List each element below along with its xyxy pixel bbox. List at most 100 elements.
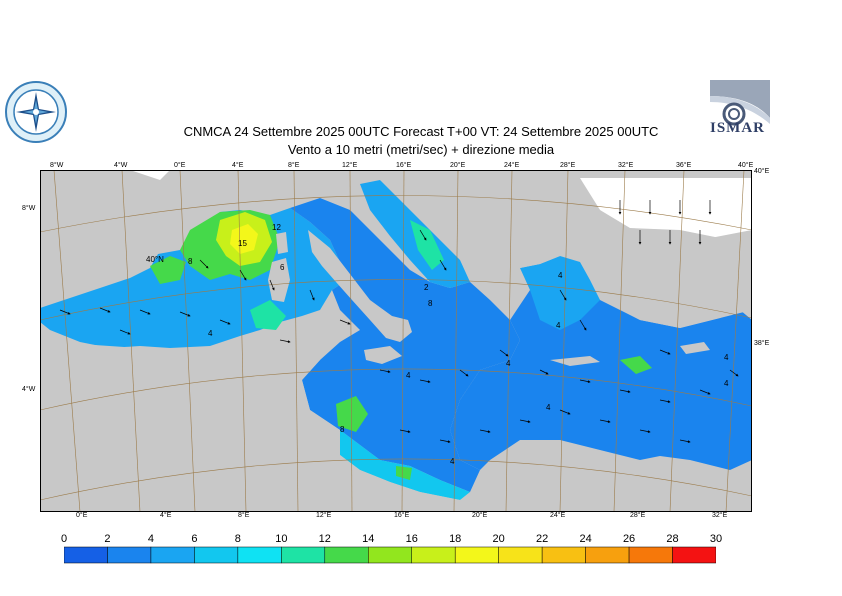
value-label: 4 (558, 271, 563, 280)
tick-top: 0°E (174, 162, 186, 169)
legend-swatch (64, 546, 108, 564)
legend-swatch (281, 546, 326, 564)
compass-rose-seal-icon (5, 81, 67, 143)
corsica-land (276, 232, 288, 254)
high-wind-zone-tunis (336, 396, 368, 432)
legend-label: 8 (234, 533, 241, 545)
tick-bottom: 24°E (550, 512, 566, 519)
aegean-sea (520, 256, 600, 330)
tick-top: 16°E (396, 162, 412, 169)
wind-arrows (59, 200, 739, 443)
legend-label: 26 (622, 533, 636, 545)
lat-label-40n: 40°N (146, 255, 164, 264)
value-label: 4 (506, 359, 511, 368)
value-label: 4 (556, 321, 561, 330)
legend-swatch (194, 546, 239, 564)
sicily-land (364, 346, 402, 364)
tick-bottom: 0°E (76, 512, 88, 519)
tick-top: 36°E (676, 162, 692, 169)
value-label: 15 (238, 239, 247, 248)
tick-top: 4°W (114, 162, 128, 169)
value-label: 4 (450, 457, 455, 466)
high-wind-zone-levant (620, 356, 652, 374)
legend-swatch (454, 546, 499, 564)
legend-label: 4 (147, 533, 154, 545)
value-label: 2 (424, 283, 429, 292)
legend-label: 6 (191, 533, 198, 545)
legend-label: 24 (579, 533, 592, 545)
legend-label: 18 (449, 533, 462, 545)
tick-top: 24°E (504, 162, 520, 169)
legend-swatch (541, 546, 586, 564)
sardinia-land (268, 258, 290, 302)
legend-label: 30 (709, 533, 723, 545)
legend-swatch (628, 546, 673, 564)
high-wind-zone-balearic (150, 256, 186, 284)
tick-bottom: 28°E (630, 512, 646, 519)
tick-top: 28°E (560, 162, 576, 169)
map-frame (40, 170, 752, 512)
ismar-logo-text: ISMAR (710, 120, 766, 136)
tick-bottom: 16°E (394, 512, 410, 519)
tick-top: 8°E (288, 162, 300, 169)
value-label: 8 (340, 425, 345, 434)
legend-label: 20 (492, 533, 505, 545)
tick-left: 4°W (22, 386, 36, 393)
tick-right: 40°E (754, 168, 770, 175)
italy-land (308, 230, 412, 342)
north-blank-area (130, 170, 170, 180)
tick-bottom: 32°E (712, 512, 728, 519)
legend-swatch (150, 546, 195, 564)
wind-map: 15 12 8 6 4 4 4 8 4 4 4 4 4 4 8 2 40°N (40, 170, 752, 512)
ismar-logo-graphic (708, 78, 772, 142)
high-wind-zone-sardinia (250, 300, 286, 330)
turkey-land (580, 230, 752, 328)
high-wind-zone-adriatic (410, 220, 444, 270)
cyprus-land (680, 342, 710, 354)
tick-bottom: 12°E (316, 512, 332, 519)
tick-top: 12°E (342, 162, 358, 169)
value-label: 4 (724, 379, 729, 388)
high-wind-zone-south (396, 466, 412, 480)
map-subtitle: Vento a 10 metri (metri/sec) + direzione… (287, 142, 555, 157)
legend-swatch (585, 546, 630, 564)
tick-bottom: 20°E (472, 512, 488, 519)
tick-bottom: 8°E (238, 512, 250, 519)
color-legend (64, 546, 716, 564)
legend-label: 12 (318, 533, 331, 545)
tick-top: 4°E (232, 162, 244, 169)
tick-left: 8°W (22, 205, 36, 212)
tick-top: 40°E (738, 162, 754, 169)
legend-swatch (368, 546, 412, 564)
high-wind-zone-peak (230, 224, 258, 254)
tick-bottom: 4°E (160, 512, 172, 519)
legend-label: 16 (405, 533, 418, 545)
value-label: 4 (724, 353, 729, 362)
legend-swatch (324, 546, 369, 564)
value-label: 6 (280, 263, 285, 272)
legend-swatch (411, 546, 456, 564)
legend-label: 10 (275, 533, 288, 545)
crete-land (550, 356, 600, 366)
legend-label: 0 (60, 533, 68, 545)
legend-label: 28 (666, 533, 679, 545)
map-title: CNMCA 24 Settembre 2025 00UTC Forecast T… (183, 124, 659, 139)
value-label: 4 (406, 371, 411, 380)
legend-swatch (237, 546, 282, 564)
value-label: 4 (546, 403, 551, 412)
ismar-logo: ISMAR (708, 78, 772, 142)
legend-swatch (672, 546, 716, 564)
value-label: 12 (272, 223, 281, 232)
tick-right: 38°E (754, 340, 770, 347)
legend-label: 22 (536, 533, 549, 545)
legend-swatch (107, 546, 152, 564)
legend-swatch (498, 546, 543, 564)
east-med-sea (450, 266, 752, 470)
balkan-land (380, 170, 600, 270)
black-sea-area (580, 178, 752, 240)
tick-top: 8°W (50, 162, 64, 169)
legend-label: 2 (104, 533, 111, 545)
value-label: 8 (188, 257, 193, 266)
graticule (40, 170, 752, 512)
tick-top: 32°E (618, 162, 634, 169)
